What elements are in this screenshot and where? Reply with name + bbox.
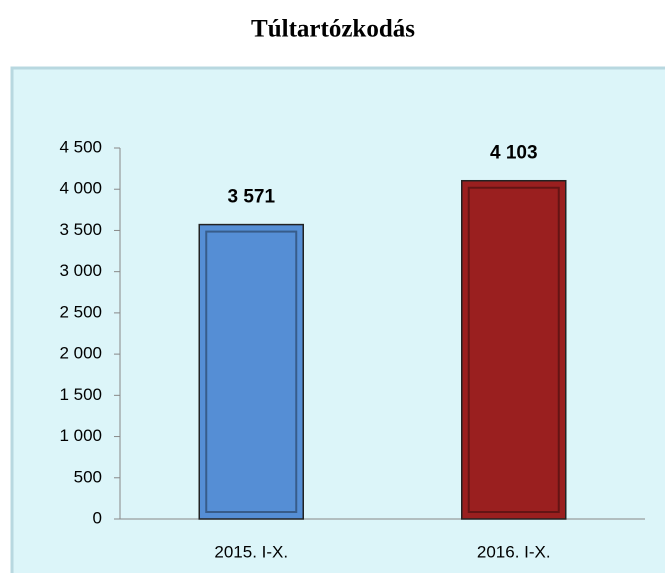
- y-tick-label: 4 000: [59, 179, 102, 198]
- y-tick-label: 1 000: [59, 426, 102, 445]
- y-tick-label: 500: [74, 467, 102, 486]
- y-tick-label: 0: [93, 508, 102, 527]
- y-tick-label: 3 500: [59, 220, 102, 239]
- x-tick-label: 2015. I-X.: [214, 542, 288, 561]
- chart-title: Túltartózkodás: [251, 16, 415, 43]
- value-label: 4 103: [490, 143, 538, 164]
- y-tick-label: 3 000: [59, 261, 102, 280]
- bar: [198, 223, 304, 520]
- y-tick-label: 2 000: [59, 344, 102, 363]
- bar-bevel: [205, 230, 298, 513]
- y-tick-label: 4 500: [59, 137, 102, 156]
- bar-bevel: [467, 186, 560, 513]
- x-tick-label: 2016. I-X.: [477, 542, 551, 561]
- y-tick-label: 2 500: [59, 302, 102, 321]
- value-label: 3 571: [227, 187, 275, 208]
- plot-background: [10, 66, 665, 573]
- y-tick-label: 1 500: [59, 385, 102, 404]
- bar: [461, 179, 567, 520]
